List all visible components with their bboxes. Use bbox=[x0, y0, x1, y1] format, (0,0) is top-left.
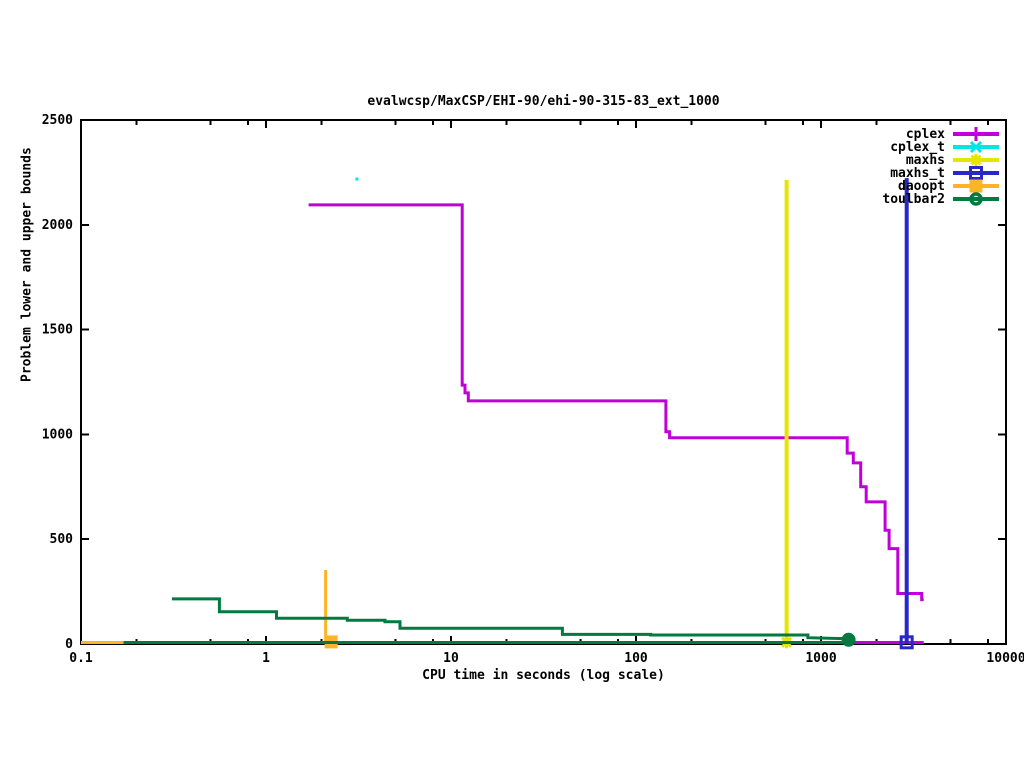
legend-item-maxhs: maxhs bbox=[906, 153, 999, 168]
plot-border bbox=[80, 119, 1007, 645]
x-tick-label: 1 bbox=[262, 651, 270, 666]
legend-label-daoopt: daoopt bbox=[898, 179, 945, 194]
y-tick-label: 2500 bbox=[42, 113, 73, 128]
marker-square-open bbox=[969, 166, 983, 180]
marker-square-open bbox=[899, 635, 914, 650]
marker-circle-open bbox=[969, 192, 983, 206]
axis-ticks bbox=[80, 119, 1007, 645]
legend-item-toulbar2: toulbar2 bbox=[882, 192, 999, 207]
legend-label-toulbar2: toulbar2 bbox=[882, 192, 945, 207]
legend-item-daoopt: daoopt bbox=[898, 179, 999, 194]
legend-label-cplex: cplex bbox=[906, 127, 945, 142]
x-tick-label: 100 bbox=[624, 651, 648, 666]
marker-cross bbox=[969, 140, 983, 154]
marker-plus bbox=[969, 127, 983, 141]
legend-item-maxhs_t: maxhs_t bbox=[890, 166, 999, 181]
tick-labels: 0.1 1 10 100 1000 10000 0 500 1000 1500 2000 2500 bbox=[42, 113, 1024, 666]
marker-star bbox=[970, 154, 982, 166]
series-daoopt bbox=[81, 570, 338, 649]
x-tick-label: 1000 bbox=[805, 651, 836, 666]
series-maxhs_t bbox=[899, 178, 914, 650]
series-toulbar2-line bbox=[171, 597, 849, 641]
legend-label-cplex_t: cplex_t bbox=[890, 140, 945, 155]
marker-square-filled bbox=[969, 179, 983, 193]
legend-label-maxhs_t: maxhs_t bbox=[890, 166, 945, 181]
x-tick-label: 10000 bbox=[986, 651, 1024, 666]
series-maxhs bbox=[780, 179, 793, 649]
series-cplex-line bbox=[308, 203, 924, 602]
x-tick-label: 10 bbox=[443, 651, 459, 666]
chart-title: evalwcsp/MaxCSP/EHI-90/ehi-90-315-83_ext… bbox=[367, 94, 720, 109]
series-cplex bbox=[308, 203, 924, 644]
series-toulbar2 bbox=[123, 597, 856, 647]
y-tick-label: 1000 bbox=[42, 427, 73, 442]
y-tick-label: 0 bbox=[65, 637, 73, 652]
legend-label-maxhs: maxhs bbox=[906, 153, 945, 168]
series-cplex_t bbox=[355, 177, 359, 181]
x-tick-label: 0.1 bbox=[69, 651, 93, 666]
marker-circle-filled bbox=[841, 632, 856, 647]
y-tick-label: 1500 bbox=[42, 323, 73, 338]
y-tick-label: 2000 bbox=[42, 218, 73, 233]
legend-item-cplex_t: cplex_t bbox=[890, 140, 999, 155]
marker-dot bbox=[355, 177, 359, 181]
legend-item-cplex: cplex bbox=[906, 127, 999, 142]
y-tick-label: 500 bbox=[50, 532, 74, 547]
x-axis-label: CPU time in seconds (log scale) bbox=[422, 668, 665, 683]
